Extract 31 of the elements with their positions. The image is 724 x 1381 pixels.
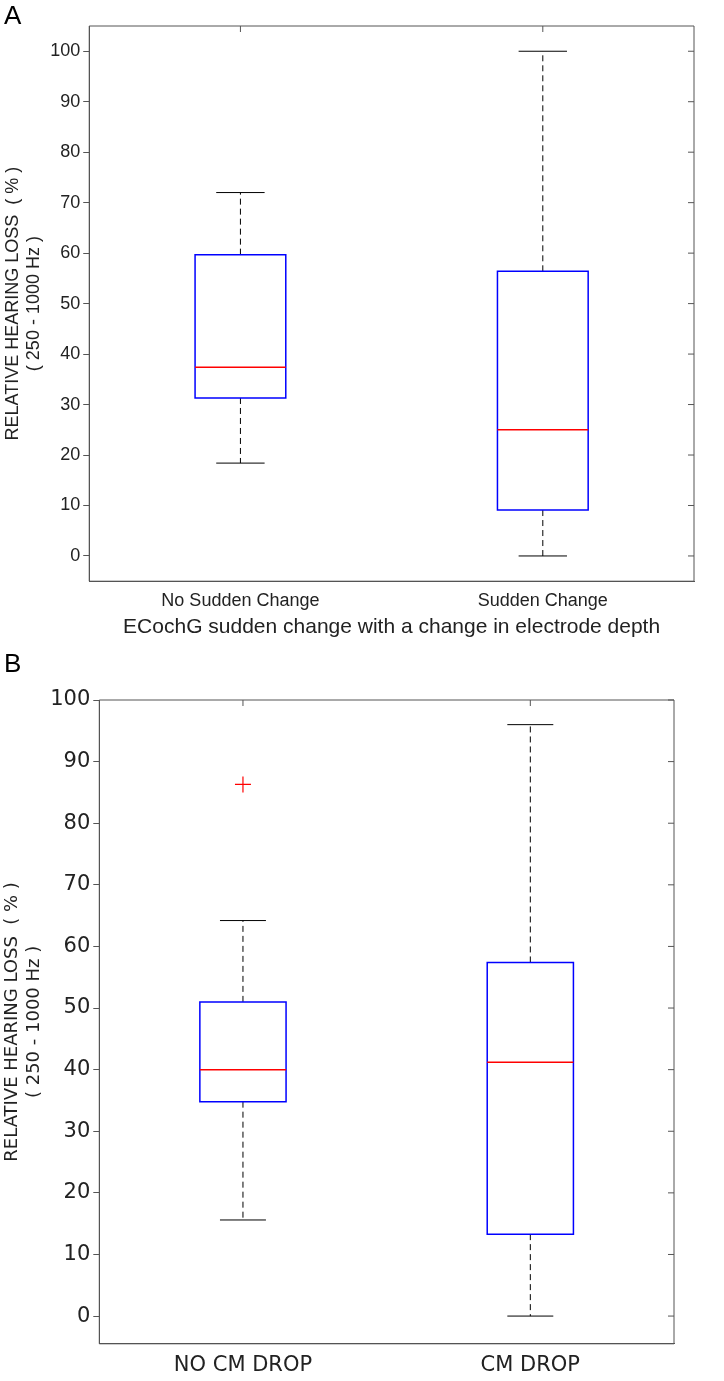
- x-tick-label: Sudden Change: [477, 589, 608, 610]
- x-tick-label: No Sudden Change: [161, 589, 320, 610]
- y-tick-label: 40: [63, 1056, 91, 1081]
- text: A: [4, 0, 22, 31]
- y-tick-label: 10: [60, 494, 81, 515]
- y-tick-label: 50: [63, 994, 91, 1019]
- x-tick-label: NO CM DROP: [173, 1351, 313, 1376]
- y-tick-label: 60: [60, 242, 81, 263]
- y-tick-label: 90: [60, 90, 81, 111]
- y-axis-title: RELATIVE HEARING LOSS ( % ) ( 250 - 1000 Hz ): [1, 166, 44, 441]
- x-axis-title: ECochG sudden change with a change in electrode depth: [123, 614, 661, 638]
- y-axis-title: RELATIVE HEARING LOSS ( % ) ( 250 - 1000 Hz ): [0, 882, 44, 1162]
- y-tick-label: 60: [63, 932, 91, 957]
- y-tick-label: 20: [63, 1179, 91, 1204]
- y-tick-label: 0: [70, 544, 81, 565]
- y-tick-label: 90: [63, 748, 91, 773]
- y-tick-label: 0: [76, 1302, 91, 1327]
- y-tick-label: 10: [63, 1240, 91, 1265]
- text: B: [4, 648, 22, 679]
- y-tick-label: 20: [60, 443, 81, 464]
- x-tick-label: CM DROP: [480, 1351, 581, 1376]
- y-tick-label: 80: [60, 141, 81, 162]
- y-tick-label: 40: [60, 343, 81, 364]
- y-tick-label: 30: [63, 1117, 91, 1142]
- y-tick-label: 100: [50, 686, 91, 711]
- y-tick-label: 100: [50, 40, 81, 61]
- y-tick-label: 80: [63, 809, 91, 834]
- y-tick-label: 70: [60, 191, 81, 212]
- y-tick-label: 30: [60, 393, 81, 414]
- y-tick-label: 50: [60, 292, 81, 313]
- y-tick-label: 70: [63, 871, 91, 896]
